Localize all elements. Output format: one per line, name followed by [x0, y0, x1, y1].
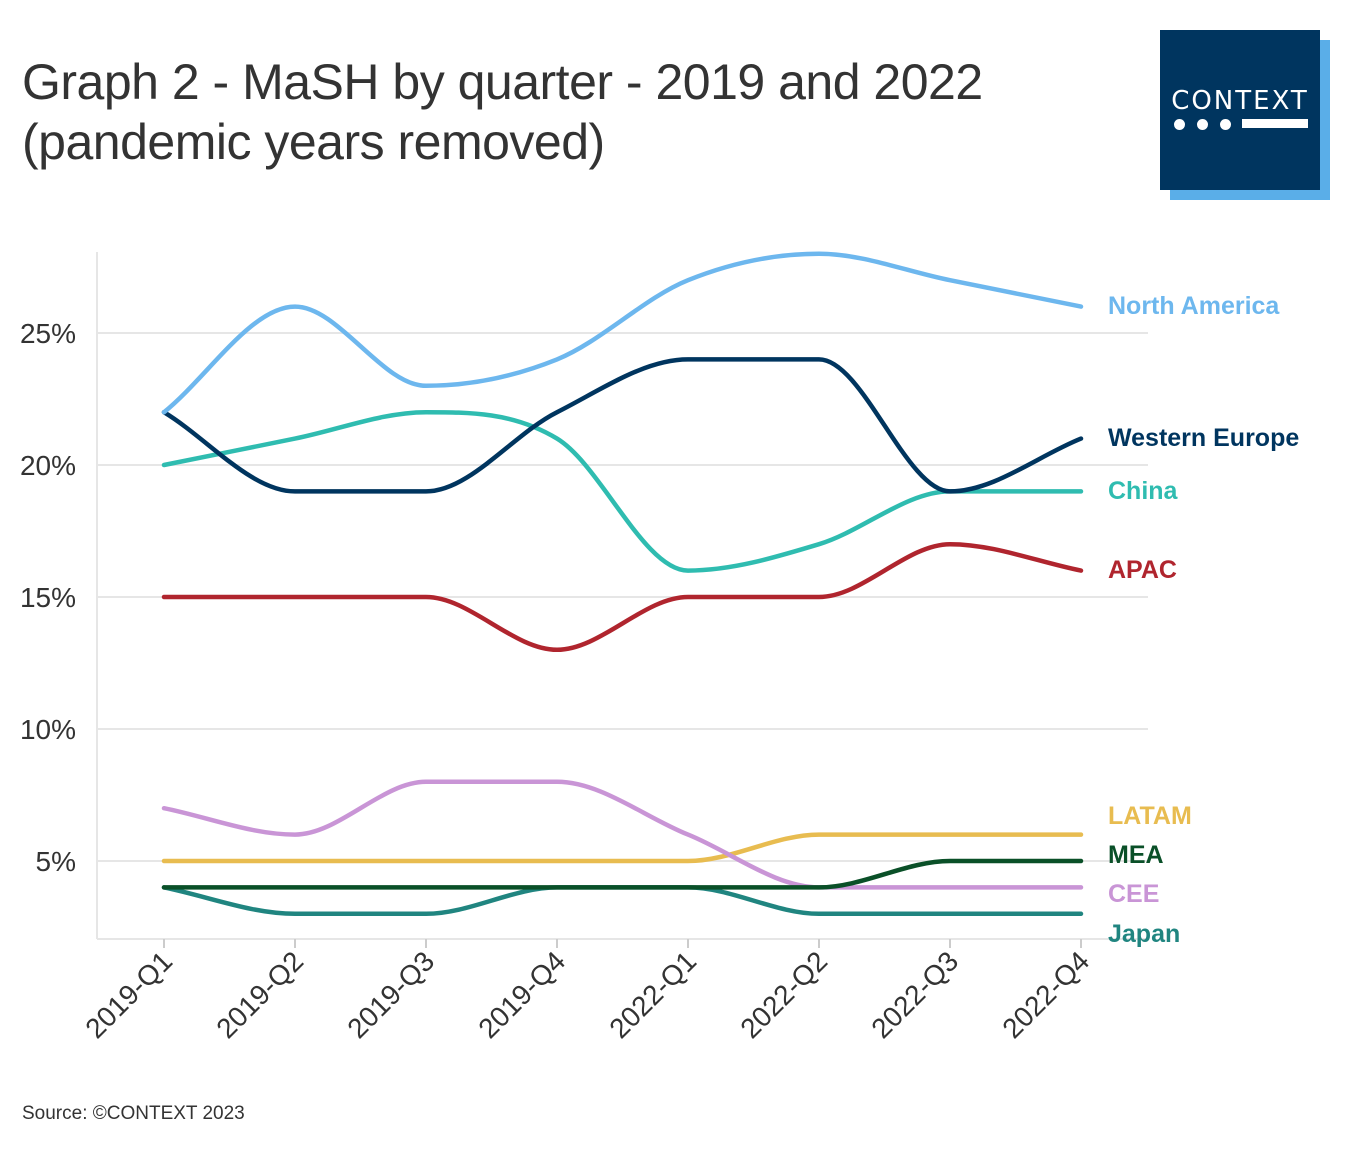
x-tick-label: 2022-Q4: [996, 945, 1095, 1044]
series-line-north-america: [161, 251, 1084, 415]
series-label-western-europe: Western Europe: [1108, 424, 1299, 452]
series-label-japan: Japan: [1108, 920, 1180, 948]
series-line-apac: [161, 541, 1084, 653]
series-label-china: China: [1108, 477, 1179, 505]
series-label-latam: LATAM: [1108, 802, 1192, 830]
y-tick-label: 15%: [20, 582, 76, 613]
logo-dot-3: [1220, 119, 1231, 130]
x-tick-label: 2022-Q1: [603, 945, 702, 1044]
series-label-north-america: North America: [1108, 292, 1280, 320]
x-tick-label: 2019-Q2: [210, 945, 309, 1044]
y-tick-label: 10%: [20, 714, 76, 745]
logo-dot-1: [1174, 119, 1185, 130]
series-label-mea: MEA: [1108, 841, 1164, 869]
chart-title-line-1: Graph 2 - MaSH by quarter - 2019 and 202…: [22, 54, 983, 110]
series-line-japan: [161, 885, 1084, 917]
x-tick-label: 2019-Q1: [79, 945, 178, 1044]
y-tick-label: 20%: [20, 450, 76, 481]
x-tick-label: 2019-Q4: [472, 945, 571, 1044]
chart-title: Graph 2 - MaSH by quarter - 2019 and 202…: [22, 52, 983, 172]
series-line-latam: [161, 832, 1084, 864]
logo-dot-2: [1197, 119, 1208, 130]
x-tick-label: 2022-Q3: [865, 945, 964, 1044]
logo-text: CONTEXT: [1171, 86, 1309, 116]
x-tick-label: 2022-Q2: [734, 945, 833, 1044]
source-note: Source: ©CONTEXT 2023: [22, 1103, 245, 1124]
series-line-china: [161, 409, 1084, 573]
logo-bar: [1242, 119, 1308, 128]
x-tick-label: 2019-Q3: [341, 945, 440, 1044]
series-label-cee: CEE: [1108, 880, 1159, 908]
chart-title-line-2: (pandemic years removed): [22, 114, 605, 170]
series-line-mea: [161, 858, 1084, 890]
y-tick-label: 5%: [36, 846, 76, 877]
y-tick-label: 25%: [20, 318, 76, 349]
context-logo: CONTEXT: [1160, 30, 1330, 200]
series-label-apac: APAC: [1108, 556, 1177, 584]
logo-tile: [1160, 30, 1320, 190]
series-line-cee: [161, 779, 1084, 890]
series-line-western-europe: [161, 357, 1084, 494]
